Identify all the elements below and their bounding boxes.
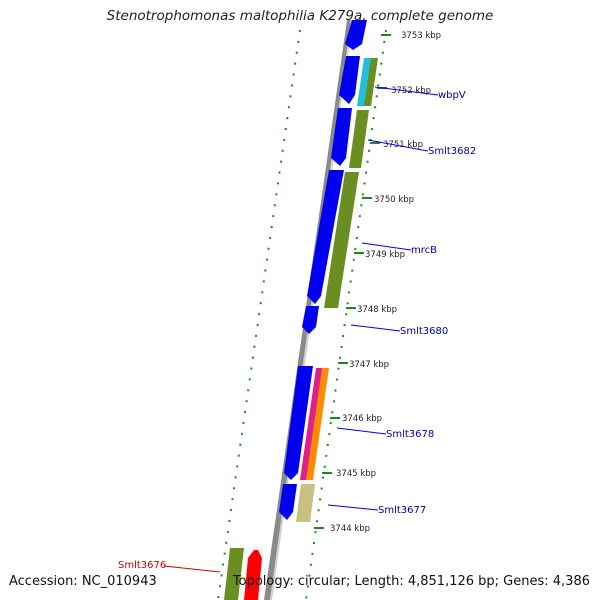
gene-bar — [357, 58, 372, 106]
gene-label-mrcb: mrcB — [411, 245, 437, 256]
cds-arrow — [339, 56, 360, 104]
gene-bar — [324, 172, 359, 308]
gene-bar — [296, 484, 315, 522]
outer-dotted-ring — [305, 29, 387, 600]
topology-label: Topology: circular; Length: 4,851,126 bp… — [232, 574, 590, 589]
gene-bar — [349, 110, 369, 168]
scale-labels: 3753 kbp 3752 kbp 3751 kbp 3750 kbp 3749… — [330, 31, 441, 534]
scale-ticks — [314, 34, 391, 529]
scale-label: 3750 kbp — [374, 195, 414, 205]
cds-arrow — [307, 170, 344, 304]
gene-label-smlt3680: Smlt3680 — [400, 326, 448, 337]
gene-bar — [300, 368, 323, 480]
red-gene-arrow — [244, 550, 262, 600]
label-leaders — [327, 86, 439, 511]
gene-label-smlt3677: Smlt3677 — [378, 505, 426, 516]
gene-bar — [364, 58, 378, 106]
accession-label: Accession: NC_010943 — [9, 574, 157, 589]
gene-label-smlt3676: Smlt3676 — [118, 560, 166, 571]
gene-bar — [306, 368, 329, 480]
map-title: Stenotrophomonas maltophilia K279a, comp… — [106, 8, 494, 24]
scale-label: 3749 kbp — [365, 250, 405, 260]
cds-reverse-strand — [279, 20, 367, 520]
scale-label: 3748 kbp — [357, 305, 397, 315]
gene-labels: wbpV Smlt3682 mrcB Smlt3680 Smlt3678 Sml… — [378, 90, 476, 516]
cds-arrow — [345, 20, 367, 50]
gene-label-smlt3682: Smlt3682 — [428, 146, 476, 157]
scale-label: 3746 kbp — [342, 414, 382, 424]
scale-label: 3751 kbp — [383, 140, 423, 150]
scale-label: 3752 kbp — [391, 86, 431, 96]
gene-label-smlt3678: Smlt3678 — [386, 429, 434, 440]
cds-arrow — [284, 366, 313, 480]
scale-label: 3745 kbp — [336, 469, 376, 479]
scale-label: 3753 kbp — [401, 31, 441, 41]
gene-label-wbpv: wbpV — [438, 90, 466, 101]
label-leader-red — [163, 565, 221, 573]
inner-dotted-ring — [217, 29, 301, 600]
gene-bar — [224, 548, 244, 600]
scale-label: 3747 kbp — [349, 360, 389, 370]
gene-track — [224, 58, 378, 600]
cds-arrow — [302, 306, 319, 334]
cds-arrow — [331, 108, 352, 166]
scale-label: 3744 kbp — [330, 524, 370, 534]
cds-arrow — [279, 484, 297, 520]
